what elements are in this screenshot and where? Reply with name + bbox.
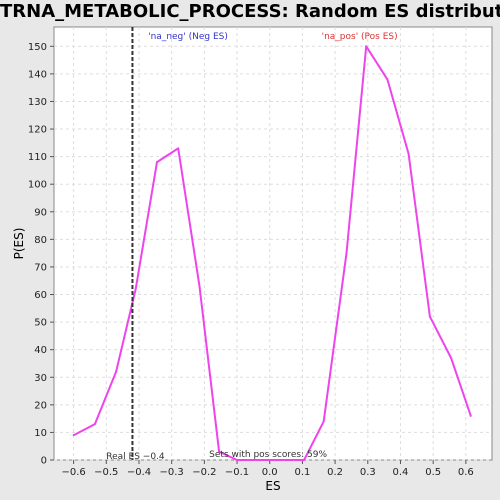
y-tick-label: 100 bbox=[28, 180, 47, 191]
data-point bbox=[386, 78, 389, 81]
data-point bbox=[198, 285, 201, 288]
data-point bbox=[469, 414, 472, 417]
pos-es-label: 'na_pos' (Pos ES) bbox=[322, 32, 398, 42]
y-tick-label: 80 bbox=[34, 235, 47, 246]
data-point bbox=[93, 423, 96, 426]
x-tick-label: −0.5 bbox=[94, 467, 118, 478]
x-tick-label: 0.2 bbox=[327, 467, 343, 478]
x-axis-label: ES bbox=[265, 479, 280, 493]
y-tick-label: 60 bbox=[34, 290, 47, 301]
neg-es-label: 'na_neg' (Neg ES) bbox=[148, 32, 228, 42]
y-tick-label: 110 bbox=[28, 152, 47, 163]
data-point bbox=[268, 459, 271, 461]
y-tick-label: 0 bbox=[41, 456, 47, 467]
chart-title: TRNA_METABOLIC_PROCESS: Random ES distri… bbox=[0, 1, 500, 22]
data-point bbox=[450, 356, 453, 359]
y-tick-label: 140 bbox=[28, 69, 47, 80]
data-point bbox=[428, 315, 431, 318]
data-point bbox=[345, 252, 348, 255]
x-tick-label: 0.0 bbox=[262, 467, 278, 478]
data-point bbox=[303, 459, 306, 461]
y-tick-label: 120 bbox=[28, 125, 47, 136]
x-tick-label: −0.6 bbox=[61, 467, 85, 478]
data-point bbox=[177, 147, 180, 150]
y-tick-label: 150 bbox=[28, 42, 47, 53]
y-tick-label: 130 bbox=[28, 97, 47, 108]
real-es-label: Real ES −0.4 bbox=[106, 452, 165, 462]
data-point bbox=[72, 434, 75, 437]
sets-pos-scores-label: Sets with pos scores: 59% bbox=[209, 450, 327, 460]
data-point bbox=[322, 420, 325, 423]
data-point bbox=[218, 450, 221, 453]
y-axis-label: P(ES) bbox=[12, 228, 26, 260]
y-tick-label: 20 bbox=[34, 400, 47, 411]
annotations: Real ES −0.4 'na_neg' (Neg ES) 'na_pos' (P… bbox=[106, 27, 398, 462]
y-tick-label: 90 bbox=[34, 207, 47, 218]
y-tick-label: 30 bbox=[34, 373, 47, 384]
data-point bbox=[407, 152, 410, 155]
plot-area bbox=[53, 26, 493, 461]
y-tick-label: 50 bbox=[34, 318, 47, 329]
x-tick-label: −0.2 bbox=[192, 467, 216, 478]
y-tick-label: 40 bbox=[34, 345, 47, 356]
data-point bbox=[155, 161, 158, 164]
x-tick-label: 0.4 bbox=[393, 467, 409, 478]
y-tick-label: 70 bbox=[34, 262, 47, 273]
y-tick-label: 10 bbox=[34, 428, 47, 439]
x-tick-label: −0.4 bbox=[127, 467, 151, 478]
x-tick-label: −0.3 bbox=[160, 467, 184, 478]
data-point bbox=[365, 45, 368, 48]
x-tick-label: 0.1 bbox=[294, 467, 310, 478]
data-point bbox=[236, 459, 239, 461]
data-point bbox=[115, 370, 118, 373]
data-point bbox=[134, 288, 137, 291]
x-tick-label: 0.5 bbox=[425, 467, 441, 478]
x-tick-label: 0.3 bbox=[360, 467, 376, 478]
grid-lines bbox=[54, 27, 492, 461]
x-tick-label: −0.1 bbox=[225, 467, 249, 478]
axes: −0.6 −0.5 −0.4 −0.3 −0.2 −0.1 0.0 0.1 0.2 0.3 0.4 0… bbox=[28, 42, 474, 478]
x-tick-label: 0.6 bbox=[458, 467, 474, 478]
series-layer bbox=[72, 45, 472, 461]
